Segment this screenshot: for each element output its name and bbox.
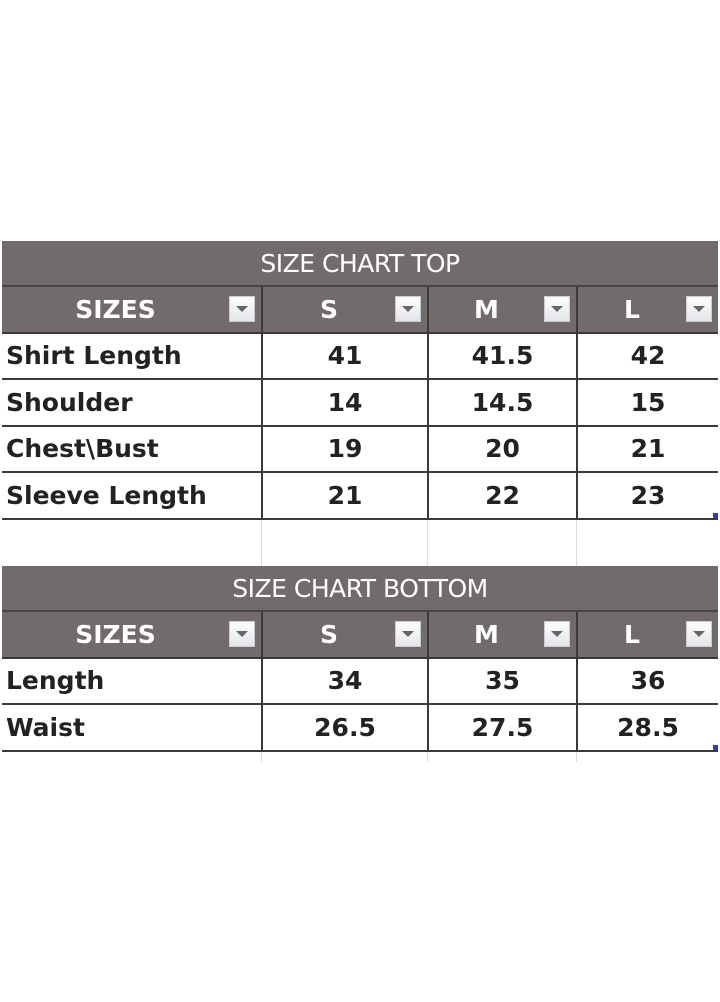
cell-s[interactable]: 26.5: [261, 705, 427, 750]
header-m: M: [427, 612, 576, 657]
empty-cell: [427, 519, 576, 568]
row-label[interactable]: Waist: [6, 712, 85, 742]
table-resize-handle[interactable]: [713, 744, 718, 750]
row-label[interactable]: Shoulder: [6, 387, 133, 417]
row-label[interactable]: Length: [6, 666, 105, 696]
header-s: S: [261, 287, 427, 332]
cell-l[interactable]: 21: [576, 426, 718, 471]
cell-s[interactable]: 34: [261, 658, 427, 703]
header-label: M: [474, 294, 499, 324]
cell-l[interactable]: 23: [576, 473, 718, 518]
header-sizes: SIZES: [2, 612, 261, 657]
cell-s[interactable]: 14: [261, 380, 427, 425]
table-row: Shirt Length 41 41.5 42: [2, 333, 718, 380]
cell-m[interactable]: 22: [427, 473, 576, 518]
table-title: SIZE CHART TOP: [2, 241, 718, 287]
row-label[interactable]: Shirt Length: [6, 341, 182, 371]
filter-dropdown-icon[interactable]: [395, 296, 421, 322]
cell-l[interactable]: 15: [576, 380, 718, 425]
header-label: L: [624, 619, 640, 649]
cell-value: 23: [630, 480, 666, 510]
header-row: SIZES S M L: [2, 612, 718, 659]
table-row: Length 34 35 36: [2, 658, 718, 705]
header-label: SIZES: [75, 619, 156, 649]
empty-cell: [427, 751, 576, 762]
table-row: Sleeve Length 21 22 23: [2, 473, 718, 520]
size-chart-bottom-table: SIZE CHART BOTTOM SIZES S M L Length 34 …: [2, 566, 718, 762]
filter-dropdown-icon[interactable]: [686, 296, 712, 322]
header-label: S: [319, 619, 338, 649]
cell-m[interactable]: 35: [427, 658, 576, 703]
cell-m[interactable]: 27.5: [427, 705, 576, 750]
empty-cell: [261, 751, 427, 762]
cell-s[interactable]: 21: [261, 473, 427, 518]
header-l: L: [576, 612, 718, 657]
header-label: M: [474, 619, 499, 649]
cell-s[interactable]: 19: [261, 426, 427, 471]
header-sizes: SIZES: [2, 287, 261, 332]
filter-dropdown-icon[interactable]: [544, 296, 570, 322]
filter-dropdown-icon[interactable]: [229, 621, 255, 647]
header-s: S: [261, 612, 427, 657]
table-title: SIZE CHART BOTTOM: [2, 566, 718, 612]
cell-m[interactable]: 14.5: [427, 380, 576, 425]
row-label[interactable]: Sleeve Length: [6, 480, 207, 510]
empty-row: [2, 519, 718, 568]
cell-l[interactable]: 36: [576, 658, 718, 703]
cell-l[interactable]: 42: [576, 333, 718, 378]
cell-l[interactable]: 28.5: [576, 705, 718, 750]
table-resize-handle[interactable]: [713, 512, 718, 518]
table-row: Waist 26.5 27.5 28.5: [2, 705, 718, 752]
filter-dropdown-icon[interactable]: [229, 296, 255, 322]
size-chart-top-table: SIZE CHART TOP SIZES S M L Shirt Length …: [2, 241, 718, 568]
cell-value: 28.5: [617, 712, 679, 742]
empty-row: [2, 751, 718, 762]
filter-dropdown-icon[interactable]: [544, 621, 570, 647]
empty-cell: [576, 751, 718, 762]
cell-s[interactable]: 41: [261, 333, 427, 378]
header-l: L: [576, 287, 718, 332]
empty-cell: [576, 519, 718, 568]
empty-cell: [2, 520, 261, 568]
header-row: SIZES S M L: [2, 287, 718, 334]
header-label: SIZES: [75, 294, 156, 324]
filter-dropdown-icon[interactable]: [686, 621, 712, 647]
header-m: M: [427, 287, 576, 332]
empty-cell: [2, 752, 261, 762]
header-label: S: [319, 294, 338, 324]
header-label: L: [624, 294, 640, 324]
cell-m[interactable]: 20: [427, 426, 576, 471]
table-row: Shoulder 14 14.5 15: [2, 380, 718, 427]
empty-cell: [261, 519, 427, 568]
row-label[interactable]: Chest\Bust: [6, 434, 159, 464]
filter-dropdown-icon[interactable]: [395, 621, 421, 647]
cell-m[interactable]: 41.5: [427, 333, 576, 378]
table-row: Chest\Bust 19 20 21: [2, 426, 718, 473]
